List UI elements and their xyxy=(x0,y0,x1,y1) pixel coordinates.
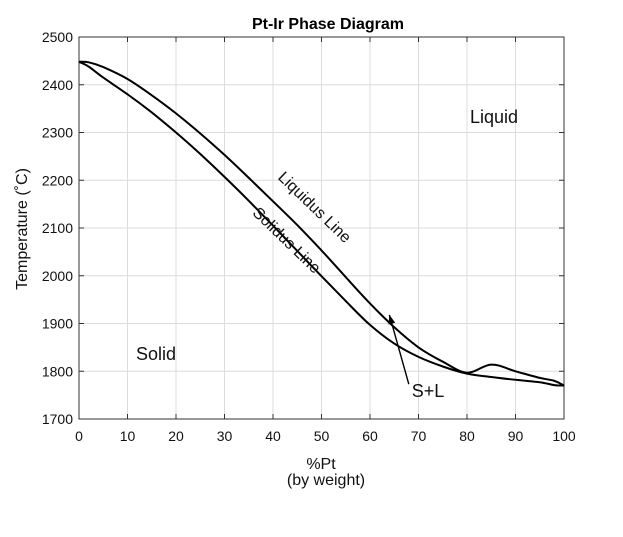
y-tick-label: 1800 xyxy=(42,363,73,379)
two-phase-arrow xyxy=(388,314,410,385)
x-tick-label: 10 xyxy=(120,428,136,444)
y-tick-label: 1900 xyxy=(42,316,73,332)
x-tick-label: 0 xyxy=(75,428,83,444)
y-axis-label: Temperature (˚C) xyxy=(14,168,31,290)
x-tick-label: 100 xyxy=(552,428,576,444)
y-tick-label: 2400 xyxy=(42,77,73,93)
liquid-region-label: Liquid xyxy=(470,107,518,127)
x-tick-label: 60 xyxy=(362,428,378,444)
solidus-curve xyxy=(78,60,565,387)
liquidus-curve xyxy=(78,60,565,387)
arrow-head xyxy=(388,314,396,325)
phase-curves xyxy=(78,60,565,387)
y-axis-ticks: 1700 1800 1900 2000 2100 2200 2300 2400 2500 xyxy=(42,29,564,427)
y-tick-label: 2200 xyxy=(42,172,73,188)
x-axis-sublabel: (by weight) xyxy=(287,472,365,489)
x-tick-label: 50 xyxy=(314,428,330,444)
chart-title: Pt-Ir Phase Diagram xyxy=(252,16,404,33)
y-tick-label: 2300 xyxy=(42,125,73,141)
x-tick-label: 20 xyxy=(168,428,184,444)
x-tick-label: 70 xyxy=(411,428,427,444)
x-axis-ticks: 0 10 20 30 40 50 60 70 80 90 100 xyxy=(75,37,576,444)
x-tick-label: 80 xyxy=(459,428,475,444)
x-tick-label: 40 xyxy=(265,428,281,444)
y-tick-label: 2500 xyxy=(42,29,73,45)
y-tick-label: 1700 xyxy=(42,411,73,427)
two-phase-region-label: S+L xyxy=(412,381,445,401)
y-tick-label: 2100 xyxy=(42,220,73,236)
x-tick-label: 30 xyxy=(217,428,233,444)
y-tick-label: 2000 xyxy=(42,268,73,284)
x-tick-label: 90 xyxy=(508,428,524,444)
x-axis-label: %Pt xyxy=(306,456,336,473)
arrow-shaft xyxy=(388,314,410,385)
solid-region-label: Solid xyxy=(136,344,176,364)
